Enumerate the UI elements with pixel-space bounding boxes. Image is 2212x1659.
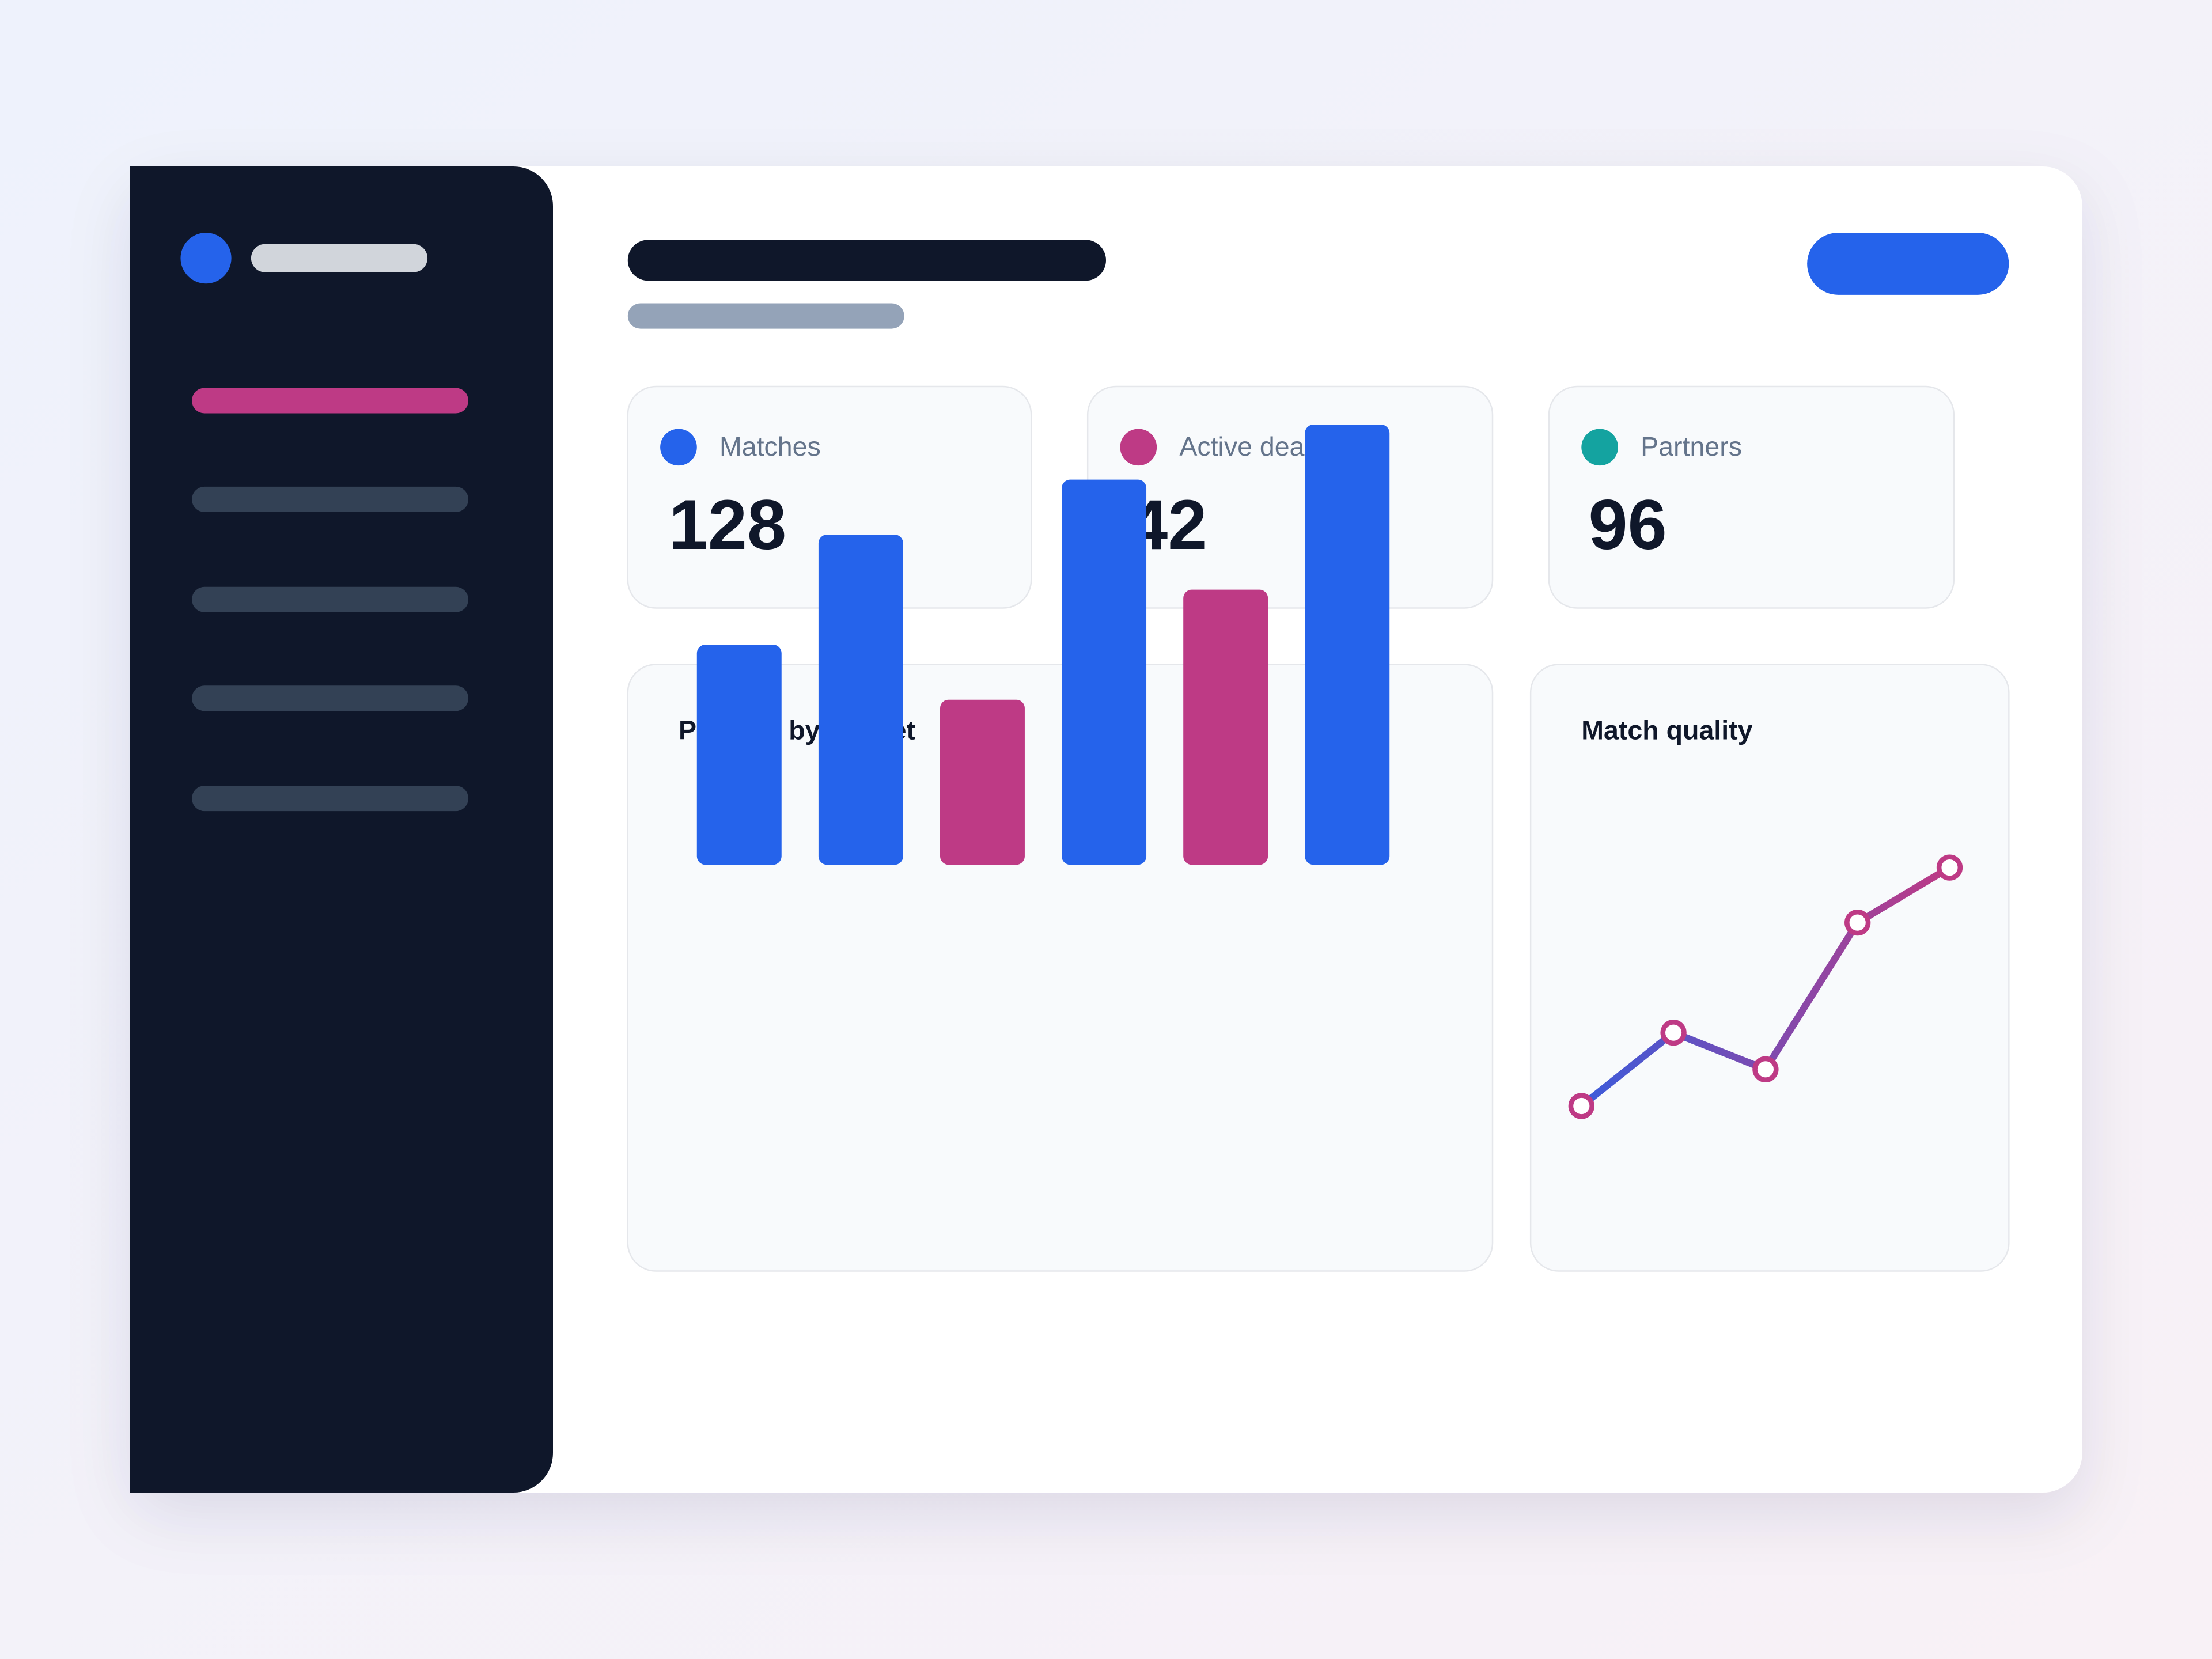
stat-value: 128 [669, 485, 786, 564]
stat-dot [660, 429, 697, 466]
nav-item[interactable] [192, 486, 469, 512]
point [1660, 1020, 1687, 1046]
bar [940, 699, 1025, 865]
stat-label: Active deals [1179, 431, 1324, 461]
stat-dot [1581, 429, 1618, 466]
bar [696, 645, 782, 865]
sidebar [130, 166, 553, 1493]
brand-placeholder [251, 244, 428, 272]
stat-card: Partners 96 [1548, 385, 1955, 609]
nav-item[interactable] [192, 786, 469, 812]
nav-item[interactable] [192, 586, 469, 612]
header-placeholder [627, 240, 1106, 281]
bar [1183, 589, 1268, 865]
bar [1305, 425, 1390, 865]
stat-label: Matches [719, 431, 821, 461]
stat-label: Partners [1641, 431, 1742, 461]
chart-card [1529, 664, 2010, 1272]
card [1548, 385, 1955, 609]
point [1752, 1056, 1779, 1082]
subheader-placeholder [627, 303, 904, 329]
logo [180, 233, 232, 284]
bar [818, 535, 903, 865]
bar [1062, 479, 1147, 865]
stat-value: 96 [1589, 485, 1667, 564]
nav-item-active[interactable] [192, 388, 469, 414]
nav-item[interactable] [192, 685, 469, 711]
point [1568, 1093, 1594, 1119]
plots [696, 425, 1963, 1119]
action-button[interactable] [1807, 233, 2009, 295]
stat-card: Active deals 42 [1086, 385, 1494, 609]
chart-title: Match quality [1581, 715, 1752, 745]
point [1844, 909, 1871, 936]
point [1936, 854, 1963, 881]
stat-dot [1120, 429, 1157, 466]
stat-card: Matches 128 [627, 385, 1032, 609]
